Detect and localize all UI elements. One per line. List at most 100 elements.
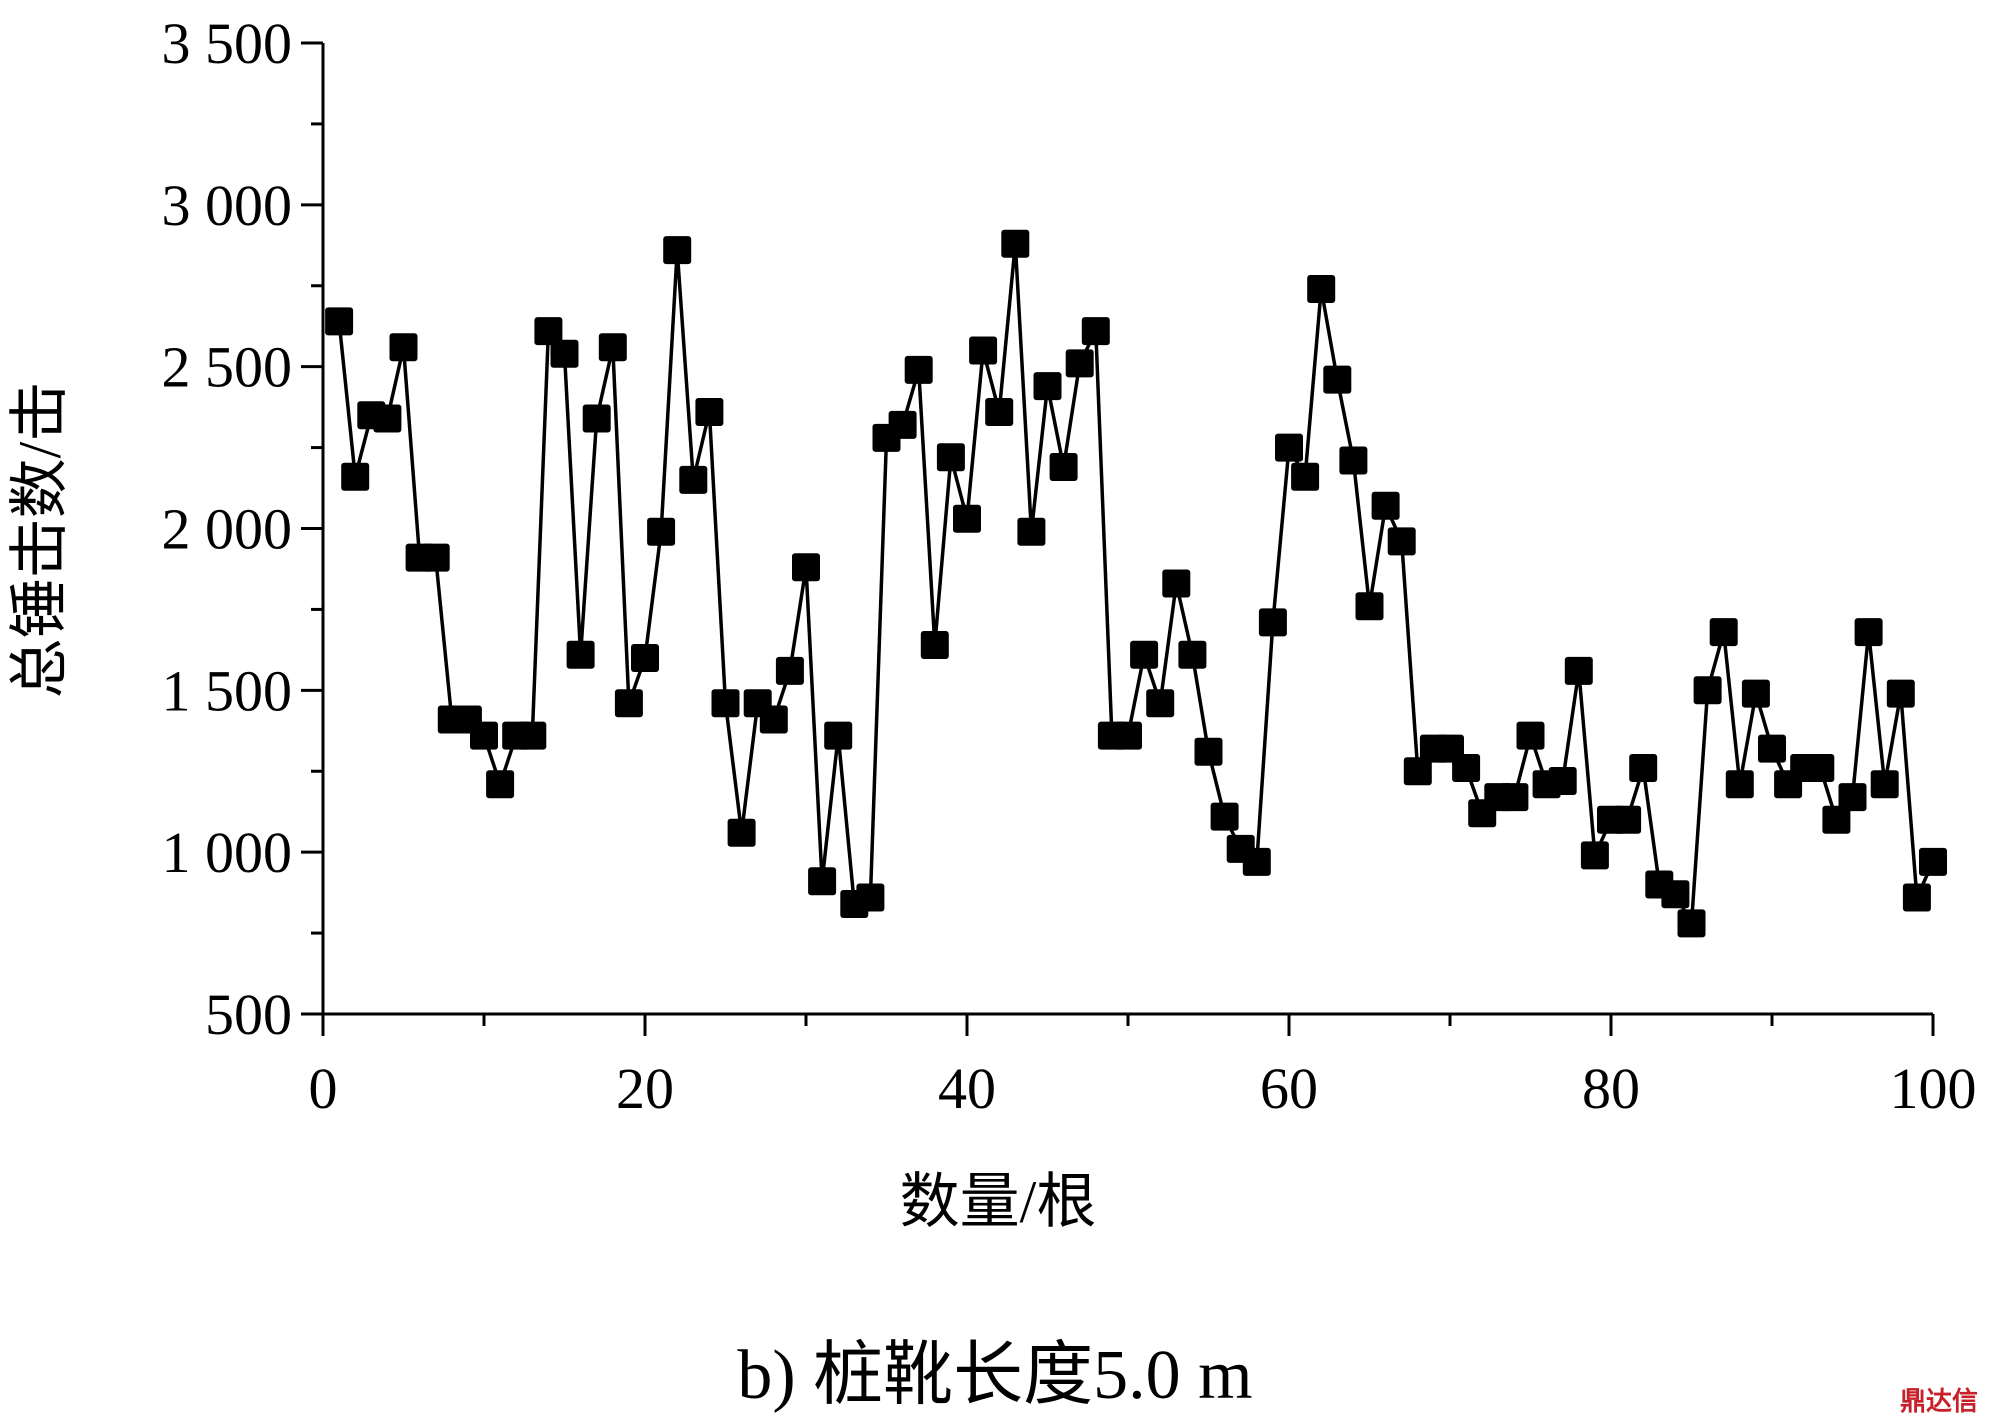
data-point xyxy=(1403,757,1432,786)
data-point xyxy=(1629,754,1658,782)
data-point xyxy=(920,631,949,659)
data-point xyxy=(1162,569,1191,598)
x-tick-label: 0 xyxy=(309,1056,338,1121)
data-point xyxy=(711,689,740,718)
x-tick-label: 60 xyxy=(1260,1056,1318,1121)
data-point xyxy=(727,818,756,847)
data-point xyxy=(1275,433,1303,462)
data-point xyxy=(775,656,804,685)
data-point xyxy=(1452,754,1481,782)
data-point xyxy=(1258,608,1287,637)
data-point xyxy=(598,333,627,362)
x-tick-label: 20 xyxy=(616,1056,674,1121)
data-point xyxy=(856,883,885,912)
data-point xyxy=(1758,734,1786,763)
data-point xyxy=(888,410,917,439)
data-point xyxy=(1806,754,1835,782)
data-point xyxy=(1902,883,1931,912)
y-tick-label: 2 500 xyxy=(162,335,293,400)
data-point xyxy=(373,404,402,433)
data-point xyxy=(936,443,965,472)
watermark-logo: 鼎达信 xyxy=(1899,1387,1978,1417)
data-point xyxy=(1838,783,1867,812)
data-point xyxy=(824,721,853,750)
data-point xyxy=(1580,841,1609,870)
data-point xyxy=(1741,679,1770,708)
data-point xyxy=(1178,640,1207,669)
data-point xyxy=(679,465,708,494)
data-point xyxy=(534,317,563,346)
data-point xyxy=(663,236,692,265)
data-point xyxy=(389,333,418,362)
data-point xyxy=(631,644,659,672)
x-axis-title: 数量/根 xyxy=(900,1169,1097,1235)
data-point xyxy=(792,553,820,582)
data-point xyxy=(1661,880,1690,909)
data-point xyxy=(1500,783,1529,812)
data-point xyxy=(1291,462,1320,491)
data-point xyxy=(550,339,579,368)
data-point xyxy=(1210,802,1239,831)
data-point xyxy=(953,504,981,533)
data-point xyxy=(470,721,498,750)
data-point xyxy=(1516,721,1545,750)
data-point xyxy=(695,398,724,426)
data-point xyxy=(1017,517,1046,546)
data-point xyxy=(1114,721,1142,750)
data-point xyxy=(904,355,933,384)
data-point xyxy=(1033,372,1062,401)
data-point xyxy=(969,336,998,365)
y-tick-label: 2 000 xyxy=(162,497,293,562)
tick-labels: 500 1 000 1 500 2 000 2 500 3 000 3 500 0 20 40 60… xyxy=(162,11,1977,1121)
x-tick-label: 40 xyxy=(938,1056,996,1121)
data-point xyxy=(1548,767,1577,795)
y-tick-label: 3 000 xyxy=(162,173,293,238)
data-point xyxy=(518,721,547,750)
data-point xyxy=(1001,229,1030,258)
y-tick-label: 500 xyxy=(205,982,292,1047)
data-point xyxy=(1822,805,1851,834)
data-point xyxy=(486,770,515,799)
data-point xyxy=(1709,618,1738,647)
data-point xyxy=(1355,592,1384,621)
ticks xyxy=(301,41,1935,1036)
data-point xyxy=(1194,737,1223,766)
axes xyxy=(321,43,1933,1016)
data-point xyxy=(1854,618,1883,647)
data-point xyxy=(421,543,450,572)
y-tick-label: 3 500 xyxy=(162,11,293,76)
chart-caption: b) 桩靴长度5.0 m xyxy=(737,1337,1253,1414)
data-point xyxy=(1130,640,1159,669)
data-point xyxy=(1613,805,1642,834)
data-point xyxy=(1371,491,1400,520)
data-point xyxy=(1870,770,1899,799)
data-point xyxy=(582,404,611,433)
data-point xyxy=(1693,676,1722,705)
data-point xyxy=(566,640,595,669)
data-point xyxy=(614,689,643,718)
data-point xyxy=(1886,679,1915,708)
data-point xyxy=(1564,656,1593,685)
data-point xyxy=(1049,453,1078,481)
data-point xyxy=(1307,275,1336,303)
data-point xyxy=(1919,847,1947,876)
y-tick-label: 1 000 xyxy=(162,820,293,885)
data-point xyxy=(341,462,370,491)
x-tick-label: 100 xyxy=(1890,1056,1977,1121)
data-point xyxy=(759,705,788,734)
y-tick-label: 1 500 xyxy=(162,658,293,723)
data-point xyxy=(325,307,354,336)
x-tick-label: 80 xyxy=(1582,1056,1640,1121)
data-point xyxy=(647,517,676,546)
data-point xyxy=(1677,909,1706,938)
data-point xyxy=(1725,770,1754,799)
data-point xyxy=(1339,446,1368,475)
data-point xyxy=(1387,527,1416,556)
data-point xyxy=(1242,847,1271,876)
data-point xyxy=(1081,317,1110,346)
data-point xyxy=(1065,349,1094,378)
data-point xyxy=(985,398,1014,426)
data-point xyxy=(1146,689,1175,718)
markers xyxy=(325,229,1947,938)
